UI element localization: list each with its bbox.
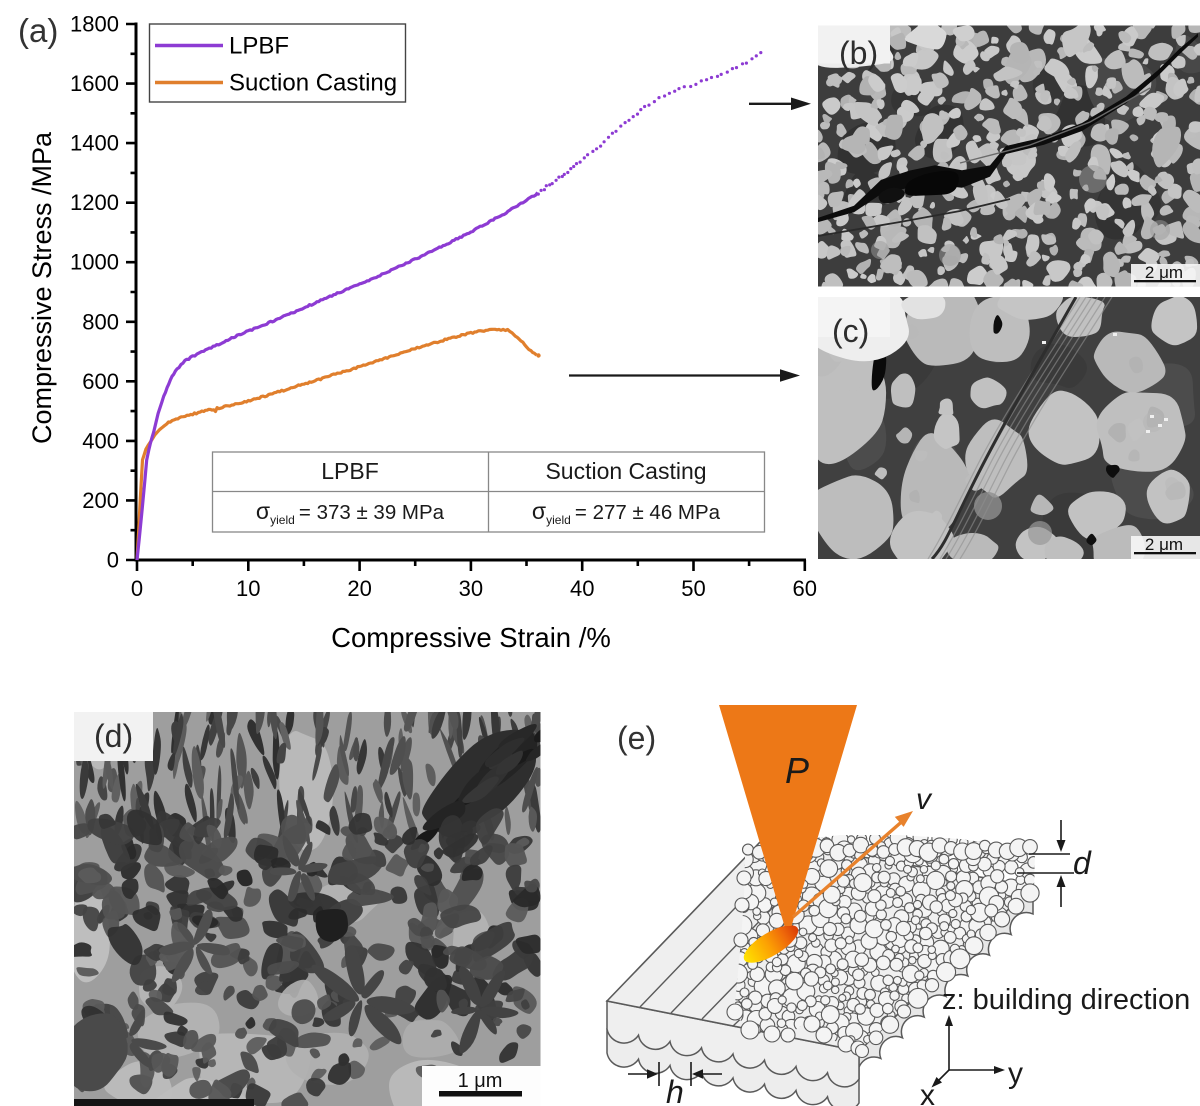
svg-text:Compressive Strain /%: Compressive Strain /% [331,622,611,653]
svg-text:400: 400 [82,428,119,453]
svg-text:10: 10 [236,576,260,601]
svg-text:d: d [1073,845,1092,881]
svg-text:1400: 1400 [70,131,119,156]
svg-text:y: y [1008,1057,1023,1090]
svg-text:z: building direction: z: building direction [942,984,1190,1016]
svg-text:h: h [666,1074,684,1106]
svg-text:0: 0 [107,548,119,573]
svg-text:30: 30 [459,576,483,601]
svg-text:x: x [920,1079,935,1106]
svg-text:1000: 1000 [70,250,119,275]
svg-text:2 μm: 2 μm [1145,263,1183,282]
svg-text:1600: 1600 [70,71,119,96]
svg-text:Suction Casting: Suction Casting [545,458,706,484]
svg-text:LPBF: LPBF [321,458,379,484]
svg-text:200: 200 [82,488,119,513]
svg-text:Compressive Stress /MPa: Compressive Stress /MPa [27,131,57,444]
svg-text:LPBF: LPBF [229,33,289,60]
svg-text:0: 0 [131,576,143,601]
svg-text:v: v [916,783,933,816]
svg-text:50: 50 [681,576,705,601]
svg-text:Suction Casting: Suction Casting [229,70,397,97]
svg-text:40: 40 [570,576,594,601]
svg-text:600: 600 [82,369,119,394]
svg-text:(d): (d) [94,718,133,754]
svg-text:(c): (c) [832,313,869,349]
svg-text:20: 20 [347,576,371,601]
svg-text:(a): (a) [18,12,58,49]
svg-text:60: 60 [793,576,817,601]
svg-text:(e): (e) [617,720,656,756]
svg-text:2 μm: 2 μm [1145,535,1183,554]
svg-text:(b): (b) [839,35,878,71]
svg-text:1 μm: 1 μm [458,1070,503,1092]
svg-text:800: 800 [82,309,119,334]
svg-text:1800: 1800 [70,12,119,37]
svg-text:P: P [785,750,809,791]
svg-text:1200: 1200 [70,190,119,215]
